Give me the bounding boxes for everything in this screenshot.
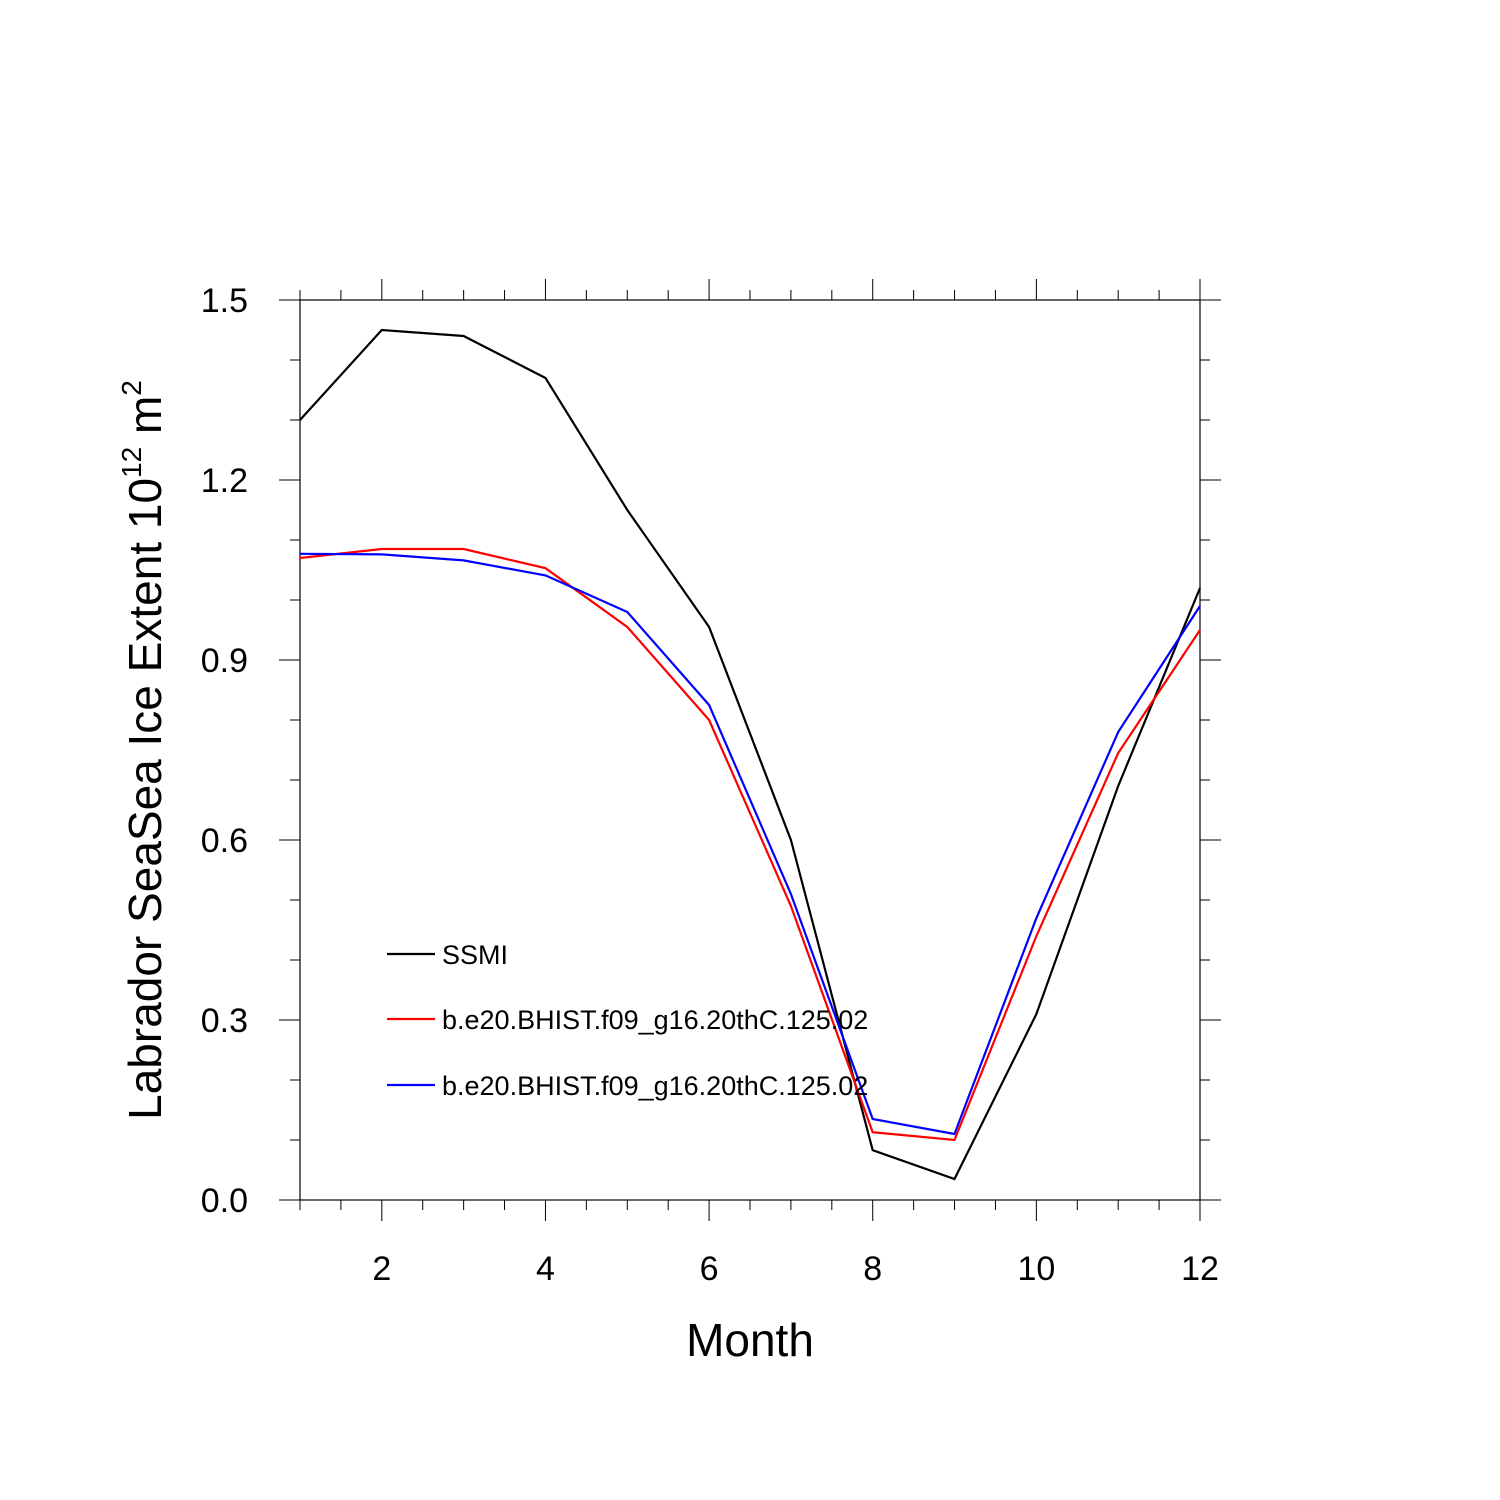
legend: SSMI b.e20.BHIST.f09_g16.20thC.125.02 b.e2… (387, 940, 868, 1101)
y-axis-title-exponent: 12 (116, 447, 147, 478)
legend-label-2: b.e20.BHIST.f09_g16.20thC.125.02 (442, 1005, 868, 1035)
y-tick-label: 1.5 (201, 282, 248, 320)
x-tick-label: 10 (1017, 1250, 1055, 1288)
legend-label-3: b.e20.BHIST.f09_g16.20thC.125.02 (442, 1071, 868, 1101)
series-line-3 (299, 552, 1201, 1136)
x-axis-title: Month (686, 1314, 814, 1366)
y-axis-title-main: Labrador SeaSea Ice Extent 10 (119, 478, 171, 1120)
y-axis-title-unit-exponent: 2 (116, 380, 147, 396)
y-tick-label: 0.6 (201, 822, 248, 860)
plot-frame (299, 299, 1201, 1201)
x-tick-label: 12 (1181, 1250, 1219, 1288)
axis-tick-labels: 2 4 6 8 10 12 0.0 0.3 0.6 0.9 1.2 1.5 (201, 282, 1219, 1288)
series-lines (299, 328, 1202, 1181)
y-axis-title-unit: m (119, 396, 171, 447)
x-tick-label: 4 (536, 1250, 555, 1288)
y-tick-label: 0.0 (201, 1182, 248, 1220)
x-tick-label: 8 (863, 1250, 882, 1288)
x-tick-label: 6 (700, 1250, 719, 1288)
y-tick-label: 0.9 (201, 642, 248, 680)
y-axis-title: Labrador SeaSea Ice Extent 1012 m2 (116, 380, 171, 1120)
y-tick-label: 1.2 (201, 462, 248, 500)
series-line-1 (299, 328, 1202, 1181)
y-tick-label: 0.3 (201, 1002, 248, 1040)
axis-ticks (279, 279, 1221, 1221)
x-tick-label: 2 (372, 1250, 391, 1288)
legend-label-1: SSMI (442, 940, 508, 970)
series-line-2 (299, 547, 1201, 1142)
